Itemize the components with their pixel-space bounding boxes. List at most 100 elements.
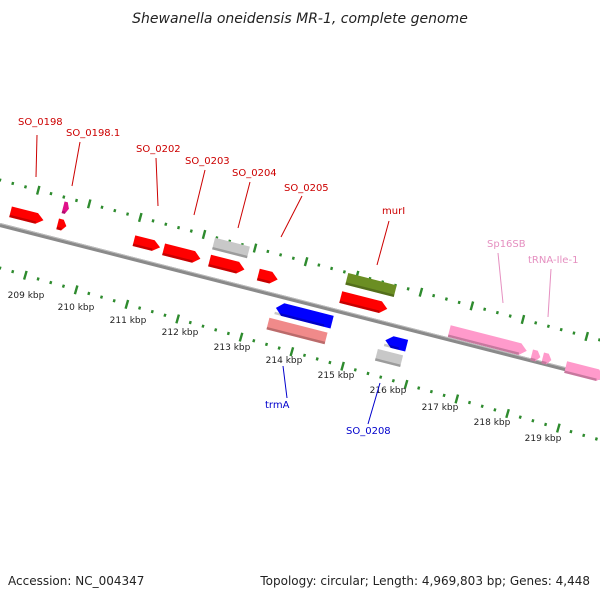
outer-ring-tick	[23, 185, 28, 189]
inner-ring-tick	[87, 291, 91, 296]
gene-salmon[interactable]	[266, 317, 328, 345]
gene-blue-2[interactable]	[383, 334, 409, 352]
gene-blue-1[interactable]	[274, 302, 334, 329]
inner-ring-tick	[480, 404, 484, 409]
inner-ring-tick	[99, 295, 104, 299]
gene-red-1[interactable]	[9, 206, 45, 225]
gene-pink-1[interactable]	[447, 325, 528, 356]
gene-olive[interactable]	[345, 273, 397, 297]
gene-grey-2-shape[interactable]	[374, 348, 404, 368]
gene-red-2[interactable]	[132, 235, 162, 252]
gene-red-small-shape[interactable]	[56, 218, 67, 232]
inner-ring-tick	[454, 394, 460, 404]
outer-ring-tick	[520, 314, 526, 325]
outer-ring-tick	[126, 212, 130, 216]
gene-pink-2-shape[interactable]	[530, 349, 541, 363]
gene-grey-1-shape[interactable]	[212, 237, 250, 259]
inner-ring-tick	[22, 270, 28, 280]
gene-label-murI[interactable]: murI	[382, 206, 405, 217]
gene-red-2-shape[interactable]	[132, 235, 162, 252]
gene-red-6-shade	[339, 300, 380, 314]
inner-ring-tick	[112, 298, 116, 303]
outer-ring-tick	[279, 253, 283, 257]
outer-ring-tick	[406, 287, 410, 291]
gene-pink-3[interactable]	[541, 352, 552, 366]
gene-red-3-shape[interactable]	[162, 243, 202, 264]
inner-ring-tick	[238, 332, 244, 342]
kbp-tick-label: 211 kbp	[110, 316, 147, 326]
outer-ring-tick	[534, 321, 538, 325]
gene-label-SO_0198.1[interactable]: SO_0198.1	[66, 128, 120, 139]
outer-ring-tick	[201, 229, 207, 240]
gene-label-Sp16SB[interactable]: Sp16SB	[487, 239, 526, 250]
gene-label-SO_0205[interactable]: SO_0205	[284, 183, 329, 194]
gene-red-4-shape[interactable]	[208, 254, 246, 276]
inner-ring-tick	[138, 306, 142, 310]
leader-line-SO_0204	[237, 181, 251, 229]
gene-pink-4-shape[interactable]	[564, 361, 600, 383]
outer-ring-tick	[113, 208, 117, 213]
gene-magenta-shape[interactable]	[61, 201, 71, 214]
inner-ring-tick	[467, 400, 472, 405]
gene-label-SO_0203[interactable]: SO_0203	[185, 156, 230, 167]
gene-red-5-shape[interactable]	[256, 268, 279, 286]
gene-red-3[interactable]	[162, 243, 202, 264]
kbp-tick-label: 214 kbp	[266, 356, 303, 366]
gene-blue-2-shape[interactable]	[384, 334, 409, 352]
outer-ring-tick	[303, 256, 309, 267]
gene-label-SO_0204[interactable]: SO_0204	[232, 168, 277, 179]
outer-tick-ring	[0, 178, 600, 342]
gene-grey-1[interactable]	[212, 237, 250, 259]
outer-ring-tick	[35, 185, 41, 195]
gene-salmon-shade	[266, 326, 326, 345]
outer-ring-tick	[572, 331, 576, 335]
gene-red-4[interactable]	[208, 254, 246, 276]
inner-ring-tick	[531, 418, 535, 423]
gene-red-1-shape[interactable]	[9, 206, 45, 225]
gene-pink-2[interactable]	[530, 349, 541, 363]
outer-ring-tick	[444, 297, 448, 301]
gene-olive-shape[interactable]	[345, 273, 397, 297]
inner-ring-tick	[49, 280, 53, 285]
outer-ring-tick	[330, 266, 334, 271]
gene-pink-3-shape[interactable]	[541, 352, 552, 366]
outer-ring-tick	[495, 310, 499, 315]
gene-label-SO_0202[interactable]: SO_0202	[136, 144, 181, 155]
kbp-scale: 209 kbp 210 kbp 211 kbp 212 kbp 213 kbp 214 k…	[8, 291, 562, 444]
gene-blue-1-shape[interactable]	[274, 302, 334, 329]
kbp-tick-label: 218 kbp	[474, 418, 511, 428]
inner-ring-tick	[252, 338, 256, 343]
inner-ring-tick	[124, 299, 130, 310]
gene-red-3-shade	[162, 252, 193, 263]
gene-red-small-shade	[56, 226, 62, 231]
inner-ring-tick	[555, 423, 561, 433]
inner-ring-tick	[277, 346, 281, 350]
gene-red-6[interactable]	[339, 291, 388, 314]
gene-grey-2[interactable]	[374, 348, 404, 368]
gene-red-small[interactable]	[56, 218, 67, 232]
gene-red-6-shape[interactable]	[339, 291, 388, 314]
gene-pink-1-shape[interactable]	[447, 325, 528, 356]
kbp-tick-label: 215 kbp	[318, 371, 355, 381]
inner-ring-tick	[582, 433, 586, 438]
inner-ring-tick	[214, 328, 218, 332]
outer-ring-tick	[151, 219, 155, 223]
gene-magenta[interactable]	[61, 201, 71, 214]
outer-ring-tick	[418, 287, 424, 297]
gene-label-SO_0208[interactable]: SO_0208	[346, 426, 391, 437]
gene-red-5[interactable]	[256, 268, 279, 286]
gene-pink-4[interactable]	[564, 361, 600, 383]
outer-ring-tick	[291, 256, 295, 260]
kbp-tick-label: 210 kbp	[58, 303, 95, 313]
gene-label-tRNA-Ile-1[interactable]: tRNA-Ile-1	[528, 255, 578, 266]
gene-label-SO_0198[interactable]: SO_0198	[18, 117, 63, 128]
outer-ring-tick	[457, 300, 461, 305]
gene-label-trmA[interactable]: trmA	[265, 400, 290, 411]
gene-pink-1-shade	[447, 334, 520, 355]
map-title: Shewanella oneidensis MR-1, complete gen…	[132, 11, 468, 27]
inner-ring-tick	[226, 331, 230, 336]
genome-backbone-highlight	[0, 223, 600, 377]
gene-salmon-shape[interactable]	[266, 317, 328, 345]
